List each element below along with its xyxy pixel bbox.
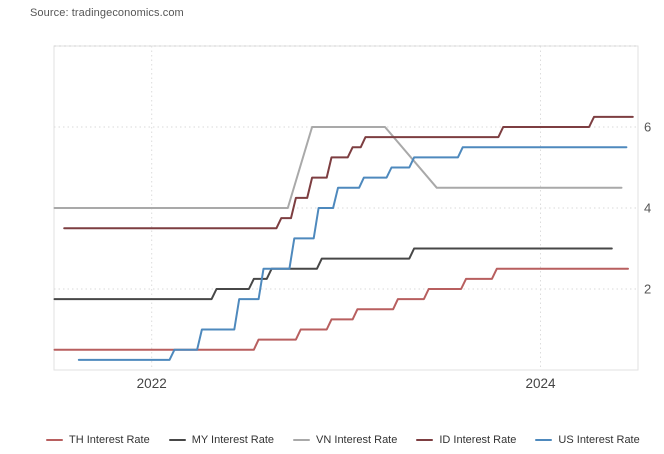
legend-item-id[interactable]: ID Interest Rate [416,433,516,447]
legend-swatch [46,439,63,441]
legend-item-vn[interactable]: VN Interest Rate [293,433,397,447]
legend-label: VN Interest Rate [316,434,398,446]
y-tick-label: 6 [644,120,651,135]
legend-item-us[interactable]: US Interest Rate [535,433,640,447]
series-line-id [63,115,634,230]
y-tick-label: 4 [644,201,651,216]
series-line-us [77,146,628,361]
chart-container: 2 4 6 2022 2024 [0,0,664,420]
series-line-th [53,267,629,351]
legend-item-my[interactable]: MY Interest Rate [168,433,275,447]
legend-swatch [168,439,186,441]
source-label: Source: tradingeconomics.com [30,7,184,19]
legend-item-th[interactable]: TH Interest Rate [46,433,150,447]
plot-area[interactable]: 2 4 6 2022 2024 [0,0,664,420]
legend-label: MY Interest Rate [191,434,275,446]
legend-swatch [535,439,553,441]
y-tick-label: 2 [644,282,651,297]
legend-label: US Interest Rate [558,434,640,446]
legend: TH Interest Rate MY Interest Rate VN Inter… [46,433,654,447]
series-line-vn [53,126,623,209]
legend-label: ID Interest Rate [439,434,517,446]
legend-swatch [293,439,311,441]
legend-swatch [416,439,434,441]
x-tick-label: 2022 [137,376,167,391]
legend-label: TH Interest Rate [69,434,150,446]
series-line-my [53,247,613,301]
x-tick-label: 2024 [525,376,556,391]
